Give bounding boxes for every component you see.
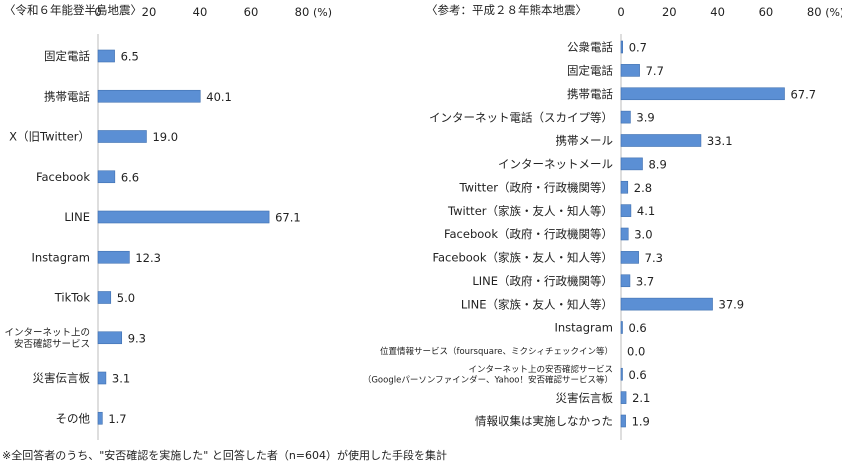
left-value-label: 12.3 <box>135 251 161 265</box>
right-value-label: 0.7 <box>629 41 647 55</box>
footnote: ※全回答者のうち、"安否確認を実施した" と回答した者（n=604）が使用した手… <box>2 449 448 462</box>
left-bar <box>97 170 116 184</box>
left-category-label: その他 <box>56 411 91 425</box>
right-bar <box>620 274 631 288</box>
right-category-label: （Googleパーソンファインダー、Yahoo！安否確認サービス等） <box>363 375 613 386</box>
right-category-label: Facebook（政府・行政機関等） <box>444 227 613 241</box>
left-x-tick-label: 80 <box>295 5 310 19</box>
left-value-label: 6.5 <box>121 50 139 64</box>
left-x-tick-label: 40 <box>193 5 208 19</box>
right-chart-title: 〈参考：平成２８年熊本地震〉 <box>426 3 587 17</box>
right-category-label: 固定電話 <box>567 64 613 78</box>
right-category-label: Facebook（家族・友人・知人等） <box>432 251 613 265</box>
left-category-label: X（旧Twitter） <box>9 130 90 144</box>
right-bar <box>620 297 713 311</box>
right-value-label: 2.8 <box>634 181 652 195</box>
right-category-label: インターネットメール <box>498 157 613 171</box>
right-bar <box>620 391 627 404</box>
right-bar <box>620 87 785 101</box>
right-category-label: 位置情報サービス（foursquare、ミクシィチェックイン等） <box>380 346 613 357</box>
left-category-label: Instagram <box>31 250 90 264</box>
left-bar <box>97 250 130 264</box>
right-bar <box>620 134 702 147</box>
right-value-label: 0.6 <box>628 321 646 335</box>
left-category-label: 携帯電話 <box>44 89 90 103</box>
right-value-label: 7.3 <box>645 251 663 265</box>
right-bar <box>620 251 639 264</box>
right-x-tick-label: 20 <box>662 5 677 19</box>
left-value-label: 1.7 <box>108 412 126 426</box>
left-value-label: 6.6 <box>121 170 139 184</box>
right-bar <box>620 180 629 194</box>
right-category-label: LINE（家族・友人・知人等） <box>461 297 613 311</box>
left-bar <box>97 210 270 224</box>
left-category-label: 安否確認サービス <box>14 338 90 350</box>
left-category-label: TikTok <box>54 291 91 305</box>
right-category-label: 携帯電話 <box>567 87 613 101</box>
left-x-tick-label: 20 <box>142 5 157 19</box>
right-category-label: インターネット電話（スカイプ等） <box>429 110 613 124</box>
right-value-label: 0.6 <box>628 368 646 382</box>
right-category-label: インターネット上の安否確認サービス <box>468 364 613 375</box>
left-bar <box>97 291 112 304</box>
right-value-label: 1.9 <box>632 415 650 429</box>
right-x-tick-label: 60 <box>759 5 774 19</box>
left-bar <box>97 371 107 385</box>
left-bar <box>97 89 201 103</box>
right-category-label: Twitter（家族・友人・知人等） <box>447 204 613 218</box>
right-bar <box>620 227 629 241</box>
right-category-label: Instagram <box>554 321 613 335</box>
left-bar <box>97 130 147 143</box>
left-unit-label: (%) <box>313 6 332 19</box>
right-value-label: 8.9 <box>648 157 666 171</box>
right-bar <box>620 367 623 381</box>
right-category-label: 災害伝言板 <box>556 391 614 405</box>
right-bar <box>620 321 623 334</box>
right-value-label: 2.1 <box>632 391 650 405</box>
right-category-label: 携帯メール <box>556 134 614 148</box>
left-x-tick-label: 0 <box>94 5 101 19</box>
left-category-label: 災害伝言板 <box>33 371 91 385</box>
right-x-tick-label: 40 <box>710 5 725 19</box>
right-value-label: 67.7 <box>790 87 816 101</box>
left-bar <box>97 411 103 425</box>
right-category-label: 情報収集は実施しなかった <box>475 414 613 428</box>
left-chart-title: 〈令和６年能登半島地震〉 <box>4 3 142 17</box>
right-category-label: Twitter（政府・行政機関等） <box>458 180 613 194</box>
left-value-label: 67.1 <box>275 211 301 225</box>
right-value-label: 3.7 <box>636 274 654 288</box>
right-bar <box>620 64 640 77</box>
right-category-label: LINE（政府・行政機関等） <box>472 274 613 288</box>
right-unit-label: (%) <box>825 6 842 19</box>
right-value-label: 33.1 <box>707 134 733 148</box>
left-bar <box>97 331 123 345</box>
right-value-label: 3.0 <box>634 228 652 242</box>
right-value-label: 0.0 <box>627 344 645 358</box>
right-value-label: 3.9 <box>636 111 654 125</box>
right-x-tick-label: 0 <box>617 5 624 19</box>
left-category-label: LINE <box>64 210 90 224</box>
left-bar <box>97 49 115 63</box>
right-category-label: 公衆電話 <box>567 40 613 54</box>
left-value-label: 5.0 <box>117 291 135 305</box>
right-value-label: 4.1 <box>637 204 655 218</box>
left-value-label: 9.3 <box>128 331 146 345</box>
left-value-label: 3.1 <box>112 372 130 386</box>
left-category-label: インターネット上の <box>4 327 90 338</box>
right-bar <box>620 40 623 54</box>
right-x-tick-label: 80 <box>807 5 822 19</box>
left-category-label: Facebook <box>36 170 90 184</box>
right-bar <box>620 204 632 217</box>
right-value-label: 7.7 <box>646 64 664 78</box>
left-value-label: 40.1 <box>206 90 232 104</box>
right-bar <box>620 414 626 428</box>
left-x-tick-label: 60 <box>244 5 259 19</box>
left-value-label: 19.0 <box>152 130 178 144</box>
right-bar <box>620 110 631 124</box>
right-value-label: 37.9 <box>719 298 745 312</box>
right-bar <box>620 157 643 171</box>
left-category-label: 固定電話 <box>44 49 90 63</box>
